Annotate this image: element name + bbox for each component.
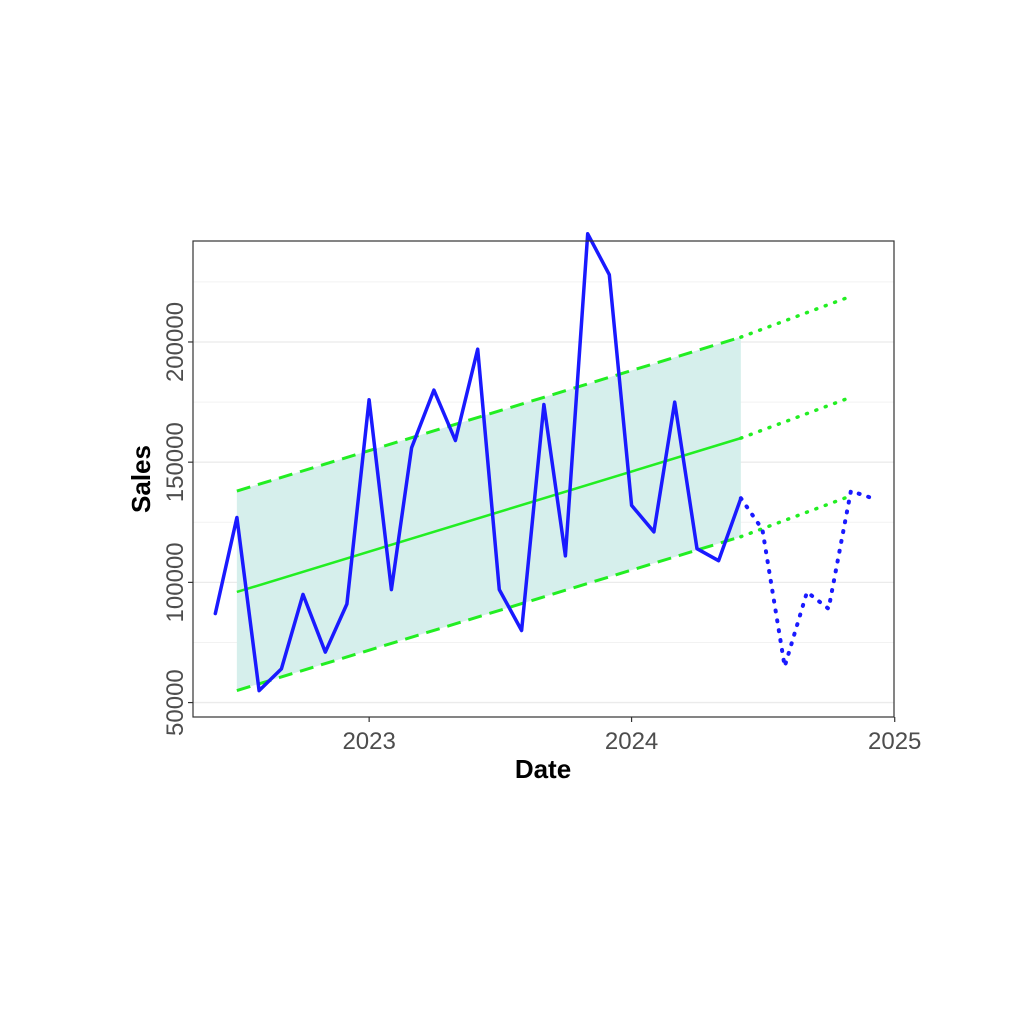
forecast-trend-line (739, 395, 853, 440)
y-tick-label: 50000 (162, 669, 189, 736)
trend-line (236, 436, 742, 594)
y-tick-label: 100000 (162, 542, 189, 622)
y-axis-title: Sales (126, 445, 156, 513)
forecast-lower-line (739, 494, 853, 539)
x-tick-label: 2025 (868, 728, 921, 755)
forecast-sales-line (738, 489, 875, 669)
observed-sales-line (213, 232, 743, 693)
trend-lines (236, 294, 853, 692)
x-tick-label: 2023 (342, 728, 395, 755)
plot-panel-border (192, 240, 895, 718)
x-tick-label: 2024 (605, 728, 658, 755)
axis-ticks: 50000 100000 150000 200000 2023 2024 2025 (162, 302, 921, 755)
x-axis-title: Date (515, 754, 571, 784)
forecast-upper-line (739, 294, 853, 339)
y-tick-label: 200000 (162, 302, 189, 382)
sales-series (213, 232, 875, 693)
y-tick-label: 150000 (162, 422, 189, 502)
